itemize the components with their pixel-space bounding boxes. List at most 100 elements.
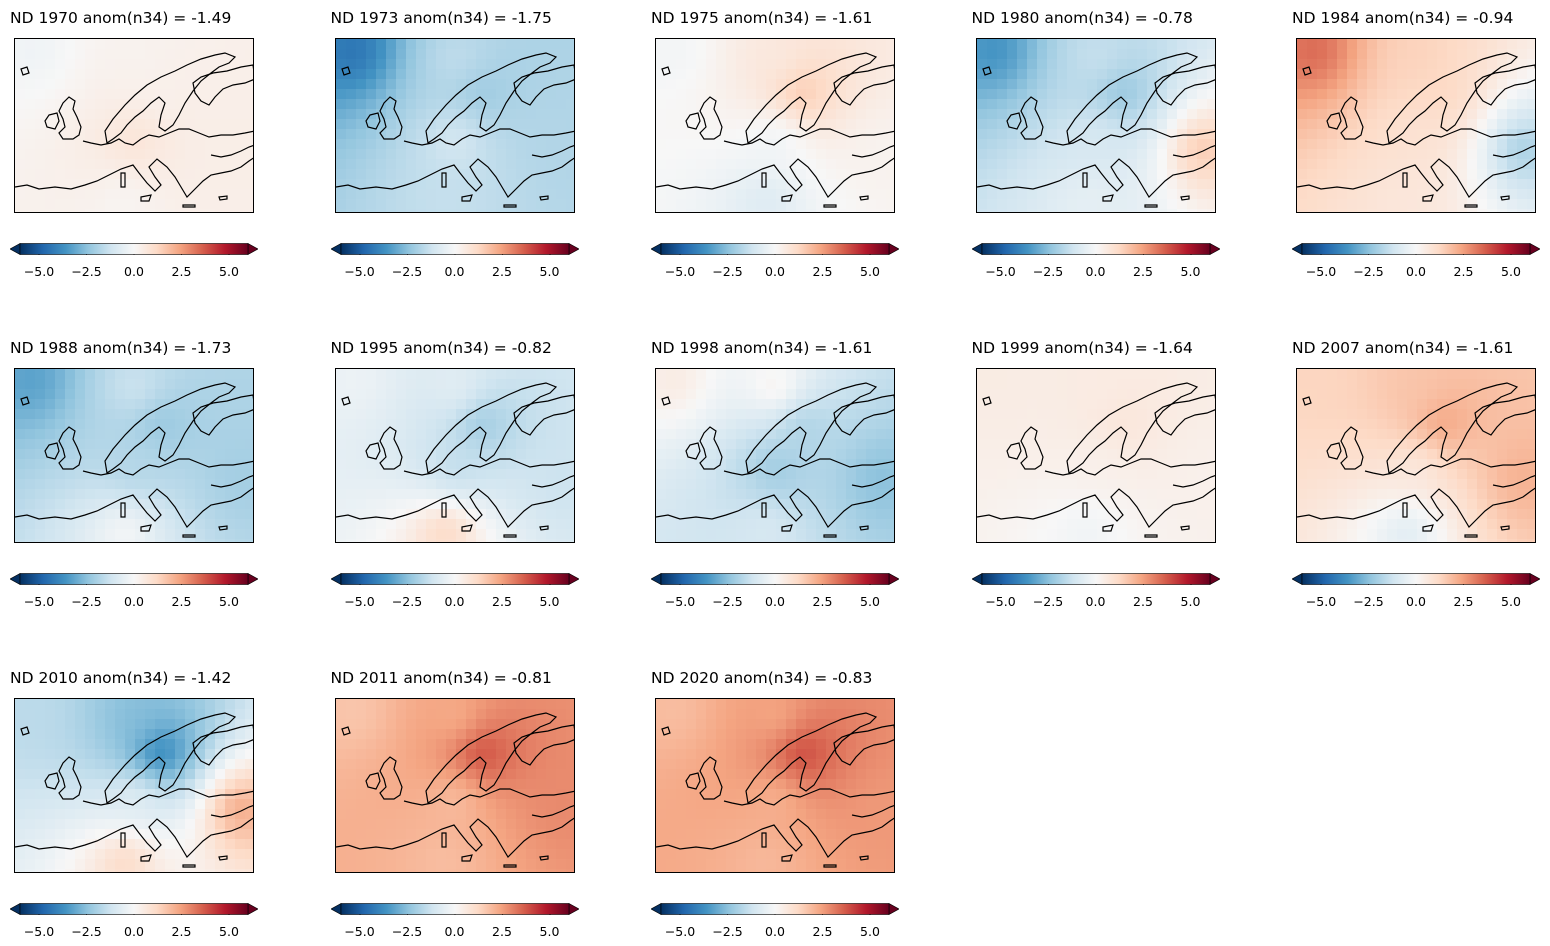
field-cell: [1046, 49, 1058, 60]
field-cell: [986, 119, 998, 130]
field-cell: [25, 209, 36, 212]
coastline-outline: [20, 396, 30, 406]
field-cell: [435, 129, 447, 140]
field-cell: [1367, 139, 1378, 150]
field-cell: [1076, 119, 1088, 130]
field-cell: [1006, 389, 1018, 400]
field-cell: [1487, 419, 1498, 430]
field-cell: [1036, 39, 1048, 50]
field-cell: [75, 109, 86, 120]
field-cell: [355, 489, 367, 500]
field-cell: [155, 719, 166, 730]
field-cell: [395, 509, 407, 520]
field-cell: [786, 119, 797, 130]
field-cell: [866, 99, 877, 110]
field-cell: [1437, 439, 1448, 450]
field-cell: [115, 169, 126, 180]
field-cell: [75, 489, 86, 500]
field-cell: [786, 109, 797, 120]
field-cell: [355, 179, 367, 190]
field-cell: [1156, 109, 1168, 120]
field-cell: [1527, 169, 1535, 180]
field-cell: [786, 379, 797, 390]
field-cell: [1046, 139, 1058, 150]
field-cell: [445, 369, 457, 380]
field-cell: [996, 409, 1008, 420]
field-cell: [1457, 479, 1468, 490]
field-cell: [1337, 389, 1348, 400]
field-cell: [1427, 69, 1438, 80]
field-cell: [696, 119, 707, 130]
field-cell: [1076, 449, 1088, 460]
field-cell: [145, 829, 156, 840]
field-cell: [385, 159, 397, 170]
field-cell: [355, 89, 367, 100]
field-cell: [986, 419, 998, 430]
field-cell: [1307, 129, 1318, 140]
field-cell: [1397, 89, 1408, 100]
field-cell: [425, 149, 437, 160]
field-cell: [505, 439, 517, 450]
field-cell: [1497, 39, 1508, 50]
field-cell: [1317, 139, 1328, 150]
map-panel: ND 1999 anom(n34) = -1.64 −5.0 −2.5 0.0 2.5 5…: [971, 336, 1232, 609]
field-cell: [35, 839, 46, 850]
field-cell: [1397, 489, 1408, 500]
field-cell: [656, 529, 667, 540]
field-cell: [776, 389, 787, 400]
field-cell: [555, 189, 567, 200]
field-cell: [1026, 89, 1038, 100]
field-cell: [95, 129, 106, 140]
field-cell: [1126, 479, 1138, 490]
field-cell: [345, 189, 357, 200]
field-cell: [475, 139, 487, 150]
field-cell: [485, 429, 497, 440]
field-cell: [666, 479, 677, 490]
field-cell: [415, 519, 427, 530]
field-cell: [1447, 529, 1458, 540]
field-cell: [1477, 149, 1488, 160]
field-cell: [686, 39, 697, 50]
field-cell: [706, 49, 717, 60]
coastline-outline: [661, 396, 671, 406]
field-cell: [856, 439, 867, 450]
field-cell: [1076, 419, 1088, 430]
field-cell: [195, 119, 206, 130]
field-cell: [1477, 189, 1488, 200]
field-cell: [1006, 159, 1018, 170]
field-cell: [706, 199, 717, 210]
field-cell: [996, 79, 1008, 90]
field-cell: [1036, 79, 1048, 90]
field-cell: [1467, 179, 1478, 190]
field-cell: [445, 379, 457, 390]
field-cell: [535, 449, 547, 460]
field-cell: [846, 489, 857, 500]
colorbar-extend-high: [888, 243, 899, 255]
field-cell: [1487, 389, 1498, 400]
field-cell: [25, 469, 36, 480]
field-cell: [806, 49, 817, 60]
field-cell: [405, 499, 417, 510]
field-cell: [1006, 499, 1018, 510]
field-cell: [796, 49, 807, 60]
coastline: [1044, 128, 1215, 146]
field-cell: [1176, 439, 1188, 450]
field-cell: [135, 109, 146, 120]
field-cell: [1497, 89, 1508, 100]
field-cell: [525, 379, 537, 390]
field-cell: [1166, 489, 1178, 500]
field-cell: [425, 429, 437, 440]
coastline-outline: [781, 524, 793, 532]
field-cell: [1407, 519, 1418, 530]
field-cell: [1196, 89, 1208, 100]
field-cell: [776, 89, 787, 100]
panel-title: ND 2007 anom(n34) = -1.61: [1292, 339, 1514, 357]
field-cell: [75, 159, 86, 170]
field-cell: [986, 529, 998, 540]
field-cell: [225, 479, 236, 490]
field-cell: [766, 209, 777, 212]
field-cell: [1116, 529, 1128, 540]
field-cell: [215, 789, 226, 800]
field-cell: [1056, 209, 1068, 212]
field-cell: [15, 699, 26, 710]
